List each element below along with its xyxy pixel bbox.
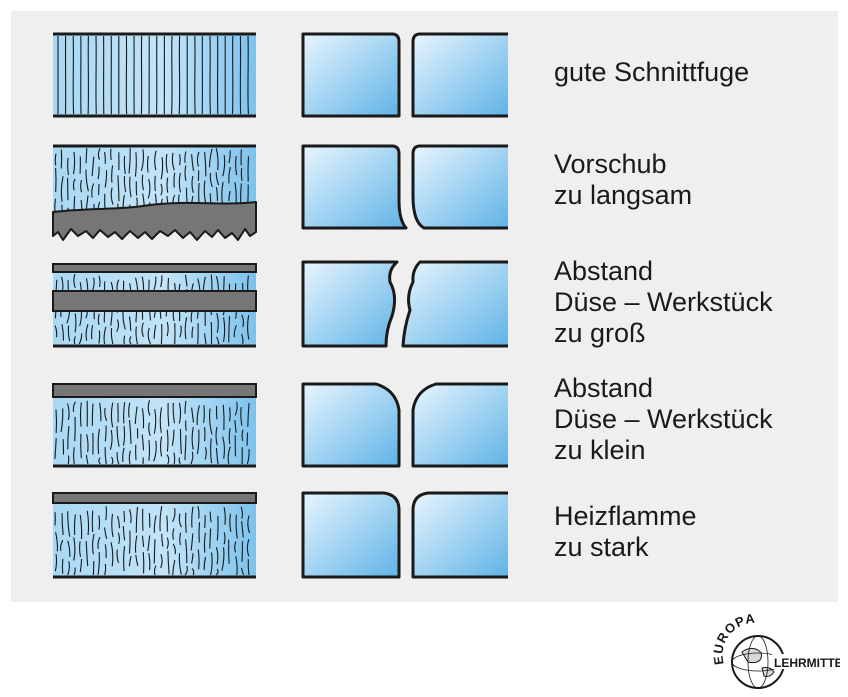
row-good [53, 32, 508, 118]
cut-surface-flame-hot [52, 492, 257, 579]
label-line: Abstand [554, 373, 654, 403]
label-line: zu klein [554, 435, 646, 465]
row-gap-large [52, 260, 508, 348]
cut-surface-gap-small [52, 383, 257, 468]
row-flame-hot [52, 491, 508, 579]
label-line: gute Schnittfuge [554, 57, 750, 87]
cut-surface-good [53, 32, 256, 118]
label-line: Abstand [554, 256, 654, 286]
label-line: Düse – Werkstück [554, 287, 773, 317]
europa-lehrmittel-logo: EUROPA LEHRMITTEL [712, 612, 840, 689]
kerf-section-good [301, 32, 508, 118]
label-line: zu stark [554, 532, 649, 562]
label-slow-feed: Vorschub zu langsam [554, 149, 692, 211]
kerf-section-gap-small [301, 382, 508, 468]
label-gap-small: Abstand Düse – Werkstück zu klein [554, 373, 773, 466]
slag-drag [52, 201, 257, 241]
kerf-section-gap-large [301, 260, 508, 348]
label-line: Düse – Werkstück [554, 404, 773, 434]
label-flame-hot: Heizflamme zu stark [554, 501, 697, 563]
logo-bottom-text: LEHRMITTEL [774, 656, 840, 670]
label-line: zu langsam [554, 180, 693, 210]
kerf-section-slow-feed [301, 144, 508, 230]
label-line: Vorschub [554, 149, 667, 179]
cut-surface-slow-feed [52, 144, 257, 241]
label-gap-large: Abstand Düse – Werkstück zu groß [554, 256, 773, 349]
kerf-section-flame-hot [301, 491, 508, 579]
cut-surface-gap-large [52, 263, 257, 348]
row-slow-feed [52, 144, 508, 241]
label-line: Heizflamme [554, 501, 697, 531]
label-good: gute Schnittfuge [554, 57, 749, 88]
row-gap-small [52, 382, 508, 468]
label-line: zu groß [554, 318, 646, 348]
